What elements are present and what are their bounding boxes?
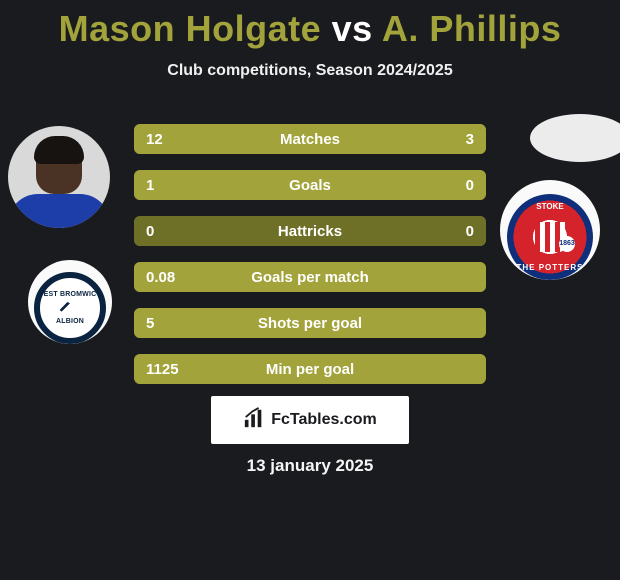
stat-value-left: 0 xyxy=(134,223,224,240)
date-text: 13 january 2025 xyxy=(247,456,374,476)
player1-hair xyxy=(34,136,84,164)
stat-value-left: 5 xyxy=(134,315,224,332)
stat-value-left: 12 xyxy=(134,131,224,148)
stat-value-right: 0 xyxy=(396,223,486,240)
stats-container: 12Matches31Goals00Hattricks00.08Goals pe… xyxy=(134,124,486,400)
title-player1: Mason Holgate xyxy=(59,8,322,49)
stat-row: 1Goals0 xyxy=(134,170,486,200)
stat-label: Hattricks xyxy=(224,223,396,240)
title-vs: vs xyxy=(332,8,373,49)
wba-bird-icon xyxy=(57,298,83,318)
page-title: Mason Holgate vs A. Phillips xyxy=(0,0,620,50)
stat-row: 12Matches3 xyxy=(134,124,486,154)
stat-value-left: 1125 xyxy=(134,361,224,378)
fctables-logo-icon xyxy=(243,407,265,434)
wba-text-top: EST BROMWIC xyxy=(44,291,97,298)
subtitle: Club competitions, Season 2024/2025 xyxy=(0,62,620,80)
stat-label: Matches xyxy=(224,131,396,148)
stat-value-right: 3 xyxy=(396,131,486,148)
stoke-year: 1863 xyxy=(559,236,575,252)
stat-value-right: 0 xyxy=(396,177,486,194)
stat-label: Shots per goal xyxy=(224,315,396,332)
player2-avatar-placeholder xyxy=(530,114,620,162)
stat-label: Goals per match xyxy=(224,269,396,286)
stoke-bottom-text: THE POTTERS xyxy=(516,263,583,272)
branding-text: FcTables.com xyxy=(271,411,377,429)
stat-label: Min per goal xyxy=(224,361,396,378)
player1-shirt xyxy=(8,194,110,228)
stat-value-left: 1 xyxy=(134,177,224,194)
stat-label: Goals xyxy=(224,177,396,194)
stoke-top-text: STOKE xyxy=(536,202,563,211)
stat-row: 5Shots per goal xyxy=(134,308,486,338)
stat-row: 0.08Goals per match xyxy=(134,262,486,292)
branding-badge: FcTables.com xyxy=(211,396,409,444)
stoke-badge: STOKE 1863 THE POTTERS xyxy=(507,194,593,280)
player2-club-badge: STOKE 1863 THE POTTERS xyxy=(500,180,600,280)
player1-club-badge: EST BROMWIC ALBION xyxy=(28,260,112,344)
stat-value-left: 0.08 xyxy=(134,269,224,286)
player1-avatar xyxy=(8,126,110,228)
title-player2: A. Phillips xyxy=(382,8,562,49)
stat-row: 0Hattricks0 xyxy=(134,216,486,246)
wba-text-bottom: ALBION xyxy=(56,318,84,325)
stat-row: 1125Min per goal xyxy=(134,354,486,384)
wba-badge: EST BROMWIC ALBION xyxy=(34,272,106,344)
